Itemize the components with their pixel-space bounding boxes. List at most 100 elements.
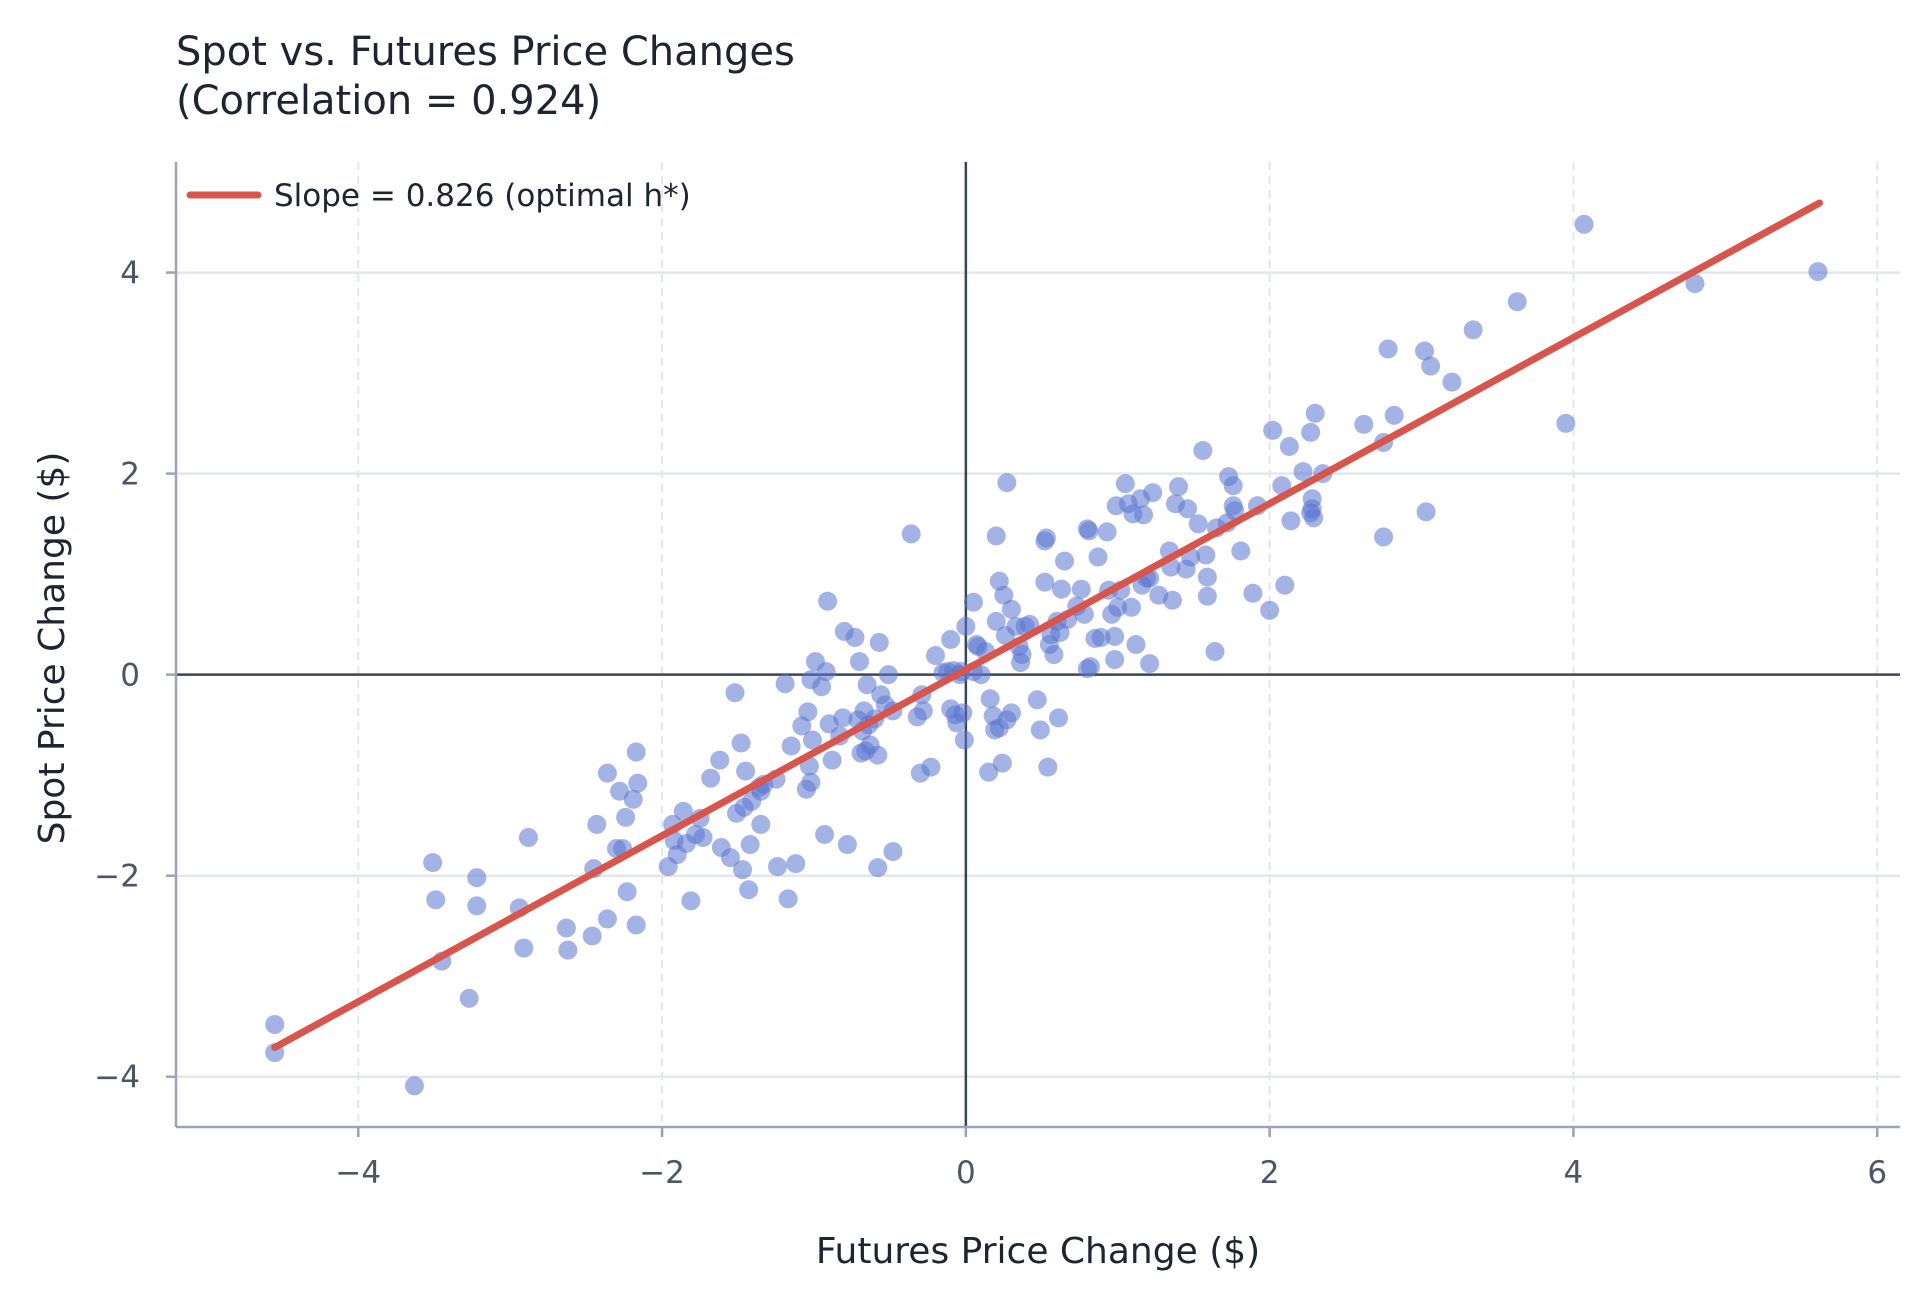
data-point xyxy=(1188,514,1208,534)
data-point xyxy=(1162,590,1182,610)
data-point xyxy=(623,789,643,809)
tick-labels: −4 −2 0 2 4 6 −4 −2 0 2 4 xyxy=(94,256,1887,1191)
data-point xyxy=(1275,575,1295,595)
data-point xyxy=(883,842,903,862)
data-point xyxy=(1044,645,1064,665)
data-point xyxy=(616,807,636,827)
data-point xyxy=(921,757,941,777)
data-point xyxy=(1178,499,1198,519)
data-point xyxy=(558,940,578,960)
data-point xyxy=(1293,462,1313,482)
data-point xyxy=(751,814,771,834)
data-point xyxy=(868,745,888,765)
data-point xyxy=(1140,654,1160,674)
data-point xyxy=(740,835,760,855)
data-point xyxy=(818,591,838,611)
data-point xyxy=(986,611,1006,631)
data-point xyxy=(1281,511,1301,531)
data-point xyxy=(768,857,788,877)
data-point xyxy=(869,632,889,652)
data-point xyxy=(733,860,753,880)
fit-line-layer xyxy=(271,199,1823,1051)
data-point xyxy=(801,772,821,792)
y-tick-label: 2 xyxy=(120,457,140,493)
data-point xyxy=(1036,528,1056,548)
data-point xyxy=(1574,214,1594,234)
data-point xyxy=(1071,579,1091,599)
data-point xyxy=(1055,551,1075,571)
data-point xyxy=(404,1076,424,1096)
data-point xyxy=(1108,597,1128,617)
data-point xyxy=(1231,541,1251,561)
data-point xyxy=(1416,502,1436,522)
x-tick-label: 4 xyxy=(1564,1155,1584,1191)
data-point xyxy=(1384,405,1404,425)
zero-lines xyxy=(176,162,1900,1127)
data-point xyxy=(720,848,740,868)
x-tick-label: 2 xyxy=(1260,1155,1280,1191)
data-point xyxy=(1088,547,1108,567)
data-point xyxy=(901,524,921,544)
data-point xyxy=(1463,320,1483,340)
data-point xyxy=(1378,339,1398,359)
data-point xyxy=(731,733,751,753)
data-point xyxy=(1685,274,1705,294)
data-point xyxy=(426,890,446,910)
data-point xyxy=(1442,372,1462,392)
chart-title-line1: Spot vs. Futures Price Changes xyxy=(176,29,795,75)
data-point xyxy=(786,854,806,874)
data-point xyxy=(1091,627,1111,647)
data-point xyxy=(1301,422,1321,442)
data-point xyxy=(815,824,835,844)
data-point xyxy=(1143,483,1163,503)
data-point xyxy=(954,730,974,750)
data-point xyxy=(778,889,798,909)
data-point xyxy=(1052,579,1072,599)
data-point xyxy=(775,674,795,694)
x-tick-label: −2 xyxy=(639,1155,685,1191)
data-point xyxy=(1030,720,1050,740)
y-tick-label: −2 xyxy=(94,859,140,895)
data-point xyxy=(1302,489,1322,509)
data-point xyxy=(1263,420,1283,440)
data-point xyxy=(1105,650,1125,670)
data-point xyxy=(1049,708,1069,728)
data-point xyxy=(798,702,818,722)
data-point xyxy=(845,627,865,647)
y-axis-label: Spot Price Change ($) xyxy=(32,452,73,845)
data-point xyxy=(1279,436,1299,456)
data-point xyxy=(812,677,832,697)
data-point xyxy=(673,801,693,821)
data-point xyxy=(556,918,576,938)
data-point xyxy=(1421,356,1441,376)
chart-title-line2: (Correlation = 0.924) xyxy=(176,78,601,124)
data-point xyxy=(1080,657,1100,677)
data-point xyxy=(1556,413,1576,433)
data-point xyxy=(1808,262,1828,282)
data-point xyxy=(739,880,759,900)
x-axis-label: Futures Price Change ($) xyxy=(816,1231,1260,1272)
data-point xyxy=(925,646,945,666)
data-point xyxy=(1079,521,1099,541)
data-point xyxy=(956,616,976,636)
data-point xyxy=(1126,635,1146,654)
data-point xyxy=(1260,600,1280,620)
x-tick-label: 0 xyxy=(956,1155,976,1191)
data-point xyxy=(1038,757,1058,777)
data-point xyxy=(736,761,756,781)
data-point xyxy=(802,730,822,750)
data-point xyxy=(1507,292,1527,312)
data-point xyxy=(1001,599,1021,619)
data-point xyxy=(1001,703,1021,723)
data-point xyxy=(597,763,617,783)
data-point xyxy=(1115,474,1135,494)
data-point xyxy=(725,683,745,703)
y-tick-label: 4 xyxy=(120,256,140,292)
data-point xyxy=(1012,645,1032,665)
data-point xyxy=(617,882,637,902)
data-point xyxy=(582,926,602,946)
data-point xyxy=(997,473,1017,493)
data-point xyxy=(941,629,961,649)
data-point xyxy=(913,701,933,721)
data-point xyxy=(837,835,857,855)
